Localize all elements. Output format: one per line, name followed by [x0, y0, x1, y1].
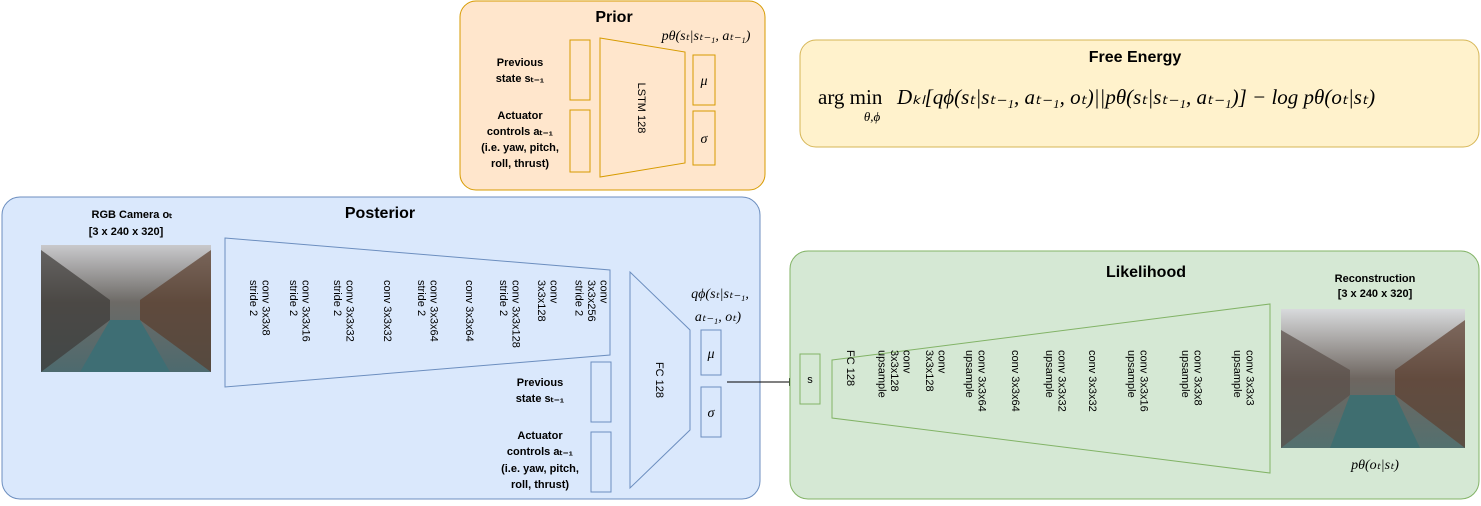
label: Actuator — [517, 430, 563, 442]
sigma-box — [692, 110, 716, 166]
reconstruction-image — [1281, 309, 1465, 448]
free-energy-group: Free Energy arg min θ,ϕ Dₖₗ[qϕ(sₜ|sₜ₋₁, … — [799, 39, 1480, 148]
label: Previous — [497, 57, 543, 69]
layer-label: conv 3x3x32 — [1086, 350, 1098, 412]
layer-label: stride 2 — [331, 280, 343, 316]
layer-label: conv — [547, 280, 559, 304]
layer-label: upsample — [963, 350, 975, 398]
expression: Dₖₗ[qϕ(sₜ|sₜ₋₁, aₜ₋₁, oₜ)||pθ(sₜ|sₜ₋₁, a… — [896, 85, 1375, 109]
layer-label: upsample — [1231, 350, 1243, 398]
layer-label: upsample — [876, 350, 888, 398]
operator: arg min — [818, 85, 883, 109]
prior-title: Prior — [595, 9, 632, 26]
encoder-shape — [224, 237, 611, 388]
mu-box — [700, 329, 722, 376]
layer-label: conv 3x3x64 — [1009, 350, 1021, 412]
layer-label: stride 2 — [247, 280, 259, 316]
input-box — [569, 109, 591, 173]
mu: μ — [699, 74, 707, 89]
camera-image — [41, 245, 211, 372]
layer-label: stride 2 — [573, 280, 585, 316]
layer-label: upsample — [1179, 350, 1191, 398]
posterior-distribution: aₜ₋₁, oₜ) — [695, 310, 742, 325]
label: RGB Camera oₜ — [92, 209, 173, 221]
prior-group: Prior pθ(sₜ|sₜ₋₁, aₜ₋₁) Previous state s… — [459, 0, 766, 191]
decoder-shape — [831, 303, 1271, 474]
layer-label: upsample — [1125, 350, 1137, 398]
layer-label: upsample — [1043, 350, 1055, 398]
state-box — [799, 353, 821, 405]
label: controls aₜ₋₁ — [487, 126, 554, 138]
fc-shape — [629, 270, 691, 490]
layer-label: 3x3x128 — [888, 350, 900, 392]
label: Previous — [517, 377, 563, 389]
likelihood-group: Likelihood s Reconstruction [3 x 240 x 3… — [789, 250, 1480, 500]
prior-distribution: pθ(sₜ|sₜ₋₁, aₜ₋₁) — [661, 29, 751, 44]
layer-label: conv — [901, 350, 913, 374]
layer-label: conv 3x3x32 — [343, 280, 355, 342]
layer-label: conv 3x3x64 — [463, 280, 475, 342]
layer-label: conv 3x3x32 — [1055, 350, 1067, 412]
sigma-box — [700, 386, 722, 438]
posterior-distribution: qϕ(sₜ|sₜ₋₁, — [691, 287, 749, 302]
posterior-title: Posterior — [345, 205, 415, 222]
layer-label: 3x3x256 — [585, 280, 597, 322]
layer-label: conv 3x3x16 — [1137, 350, 1149, 412]
mu-box — [692, 54, 716, 106]
prior-box — [459, 0, 766, 191]
mu: μ — [706, 347, 714, 362]
lstm-shape — [599, 37, 686, 178]
label: (i.e. yaw, pitch, — [501, 463, 579, 475]
fc-label: FC 128 — [653, 362, 665, 398]
state: s — [807, 374, 813, 386]
layer-label: stride 2 — [497, 280, 509, 316]
label: roll, thrust) — [491, 158, 549, 170]
layer-label: conv 3x3x8 — [1191, 350, 1203, 406]
posterior-group: Posterior RGB Camera oₜ [3 x 240 x 320] … — [1, 196, 761, 500]
layer-label: conv 3x3x3 — [1243, 350, 1255, 406]
layer-label: conv 3x3x32 — [381, 280, 393, 342]
likelihood-distribution: pθ(oₜ|sₜ) — [1350, 458, 1399, 473]
free-energy-title: Free Energy — [1089, 49, 1182, 66]
likelihood-title: Likelihood — [1106, 264, 1186, 281]
label: roll, thrust) — [511, 479, 569, 491]
input-box — [590, 431, 612, 493]
layer-label: 3x3x128 — [923, 350, 935, 392]
subscript: θ,ϕ — [864, 109, 881, 124]
label: Actuator — [497, 110, 543, 122]
layer-label: 3x3x128 — [535, 280, 547, 322]
free-energy-box — [799, 39, 1480, 148]
label: state sₜ₋₁ — [516, 393, 565, 405]
input-box — [569, 39, 591, 101]
sigma: σ — [708, 406, 716, 421]
layer-label: FC 128 — [844, 350, 856, 386]
layer-label: conv — [598, 280, 610, 304]
label: [3 x 240 x 320] — [89, 226, 164, 238]
layer-label: conv — [935, 350, 947, 374]
lstm-label: LSTM 128 — [635, 83, 647, 134]
layer-label: conv 3x3x64 — [427, 280, 439, 342]
layer-label: stride 2 — [287, 280, 299, 316]
label: state sₜ₋₁ — [496, 73, 545, 85]
layer-label: conv 3x3x16 — [299, 280, 311, 342]
layer-label: conv 3x3x128 — [509, 280, 521, 348]
label: (i.e. yaw, pitch, — [481, 142, 559, 154]
label: controls aₜ₋₁ — [507, 446, 574, 458]
layer-label: conv 3x3x8 — [259, 280, 271, 336]
layer-label: conv 3x3x64 — [975, 350, 987, 412]
label: [3 x 240 x 320] — [1338, 288, 1413, 300]
input-box — [590, 361, 612, 423]
layer-label: stride 2 — [415, 280, 427, 316]
sigma: σ — [701, 132, 709, 147]
label: Reconstruction — [1335, 273, 1416, 285]
